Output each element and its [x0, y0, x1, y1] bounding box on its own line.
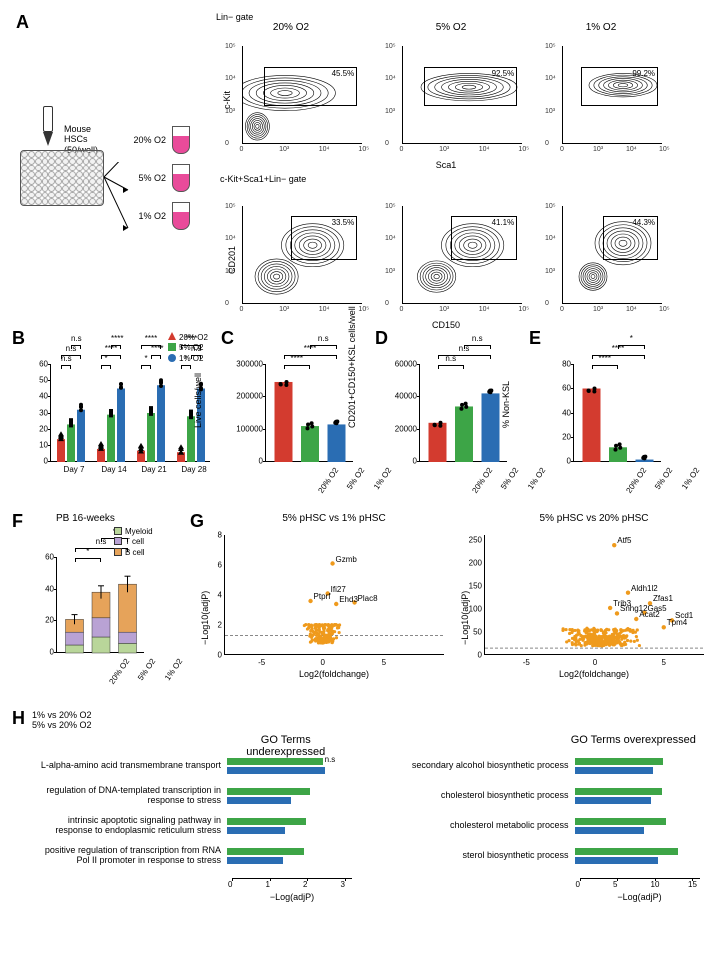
panel-H: H 1% vs 20% O25% vs 20% O2GO Terms under…: [16, 710, 697, 904]
panel-G-label: G: [190, 511, 204, 532]
x-axis-label: Log2(foldchange): [224, 669, 444, 679]
facs-plot: 45.5%0010³10³10⁴10⁴10⁵10⁵c-Kit: [216, 40, 366, 160]
tube-icon: [172, 126, 190, 154]
y-axis-label: −Log10(adjP): [200, 591, 210, 645]
go-term: intrinsic apoptotic signaling pathway in…: [32, 816, 227, 836]
facs-plot: 44.3%0010³10³10⁴10⁴10⁵10⁵: [536, 200, 666, 320]
volcano-plot: Atf5Aldh1l2Zfas1Trib3Snhg12Gas5Acat2Scd1…: [484, 535, 704, 655]
go-term: regulation of DNA-templated transcriptio…: [32, 786, 227, 806]
panel-A: A Mouse HSCs (50/well) 20% O25% O21%: [16, 12, 697, 312]
panel-C-label: C: [221, 328, 234, 349]
legend-item: T cell: [114, 537, 153, 547]
facs-col-header: 20% O2: [216, 22, 366, 33]
culture-tubes: 20% O2 5% O2 1% O2: [128, 126, 190, 240]
panel-G: G 5% pHSC vs 1% pHSCGzmbIfi27PtprfEhd3Pl…: [194, 513, 684, 688]
panel-C: C 010000020000030000020% O25% O21% O2***…: [225, 330, 365, 495]
wellplate-icon: [20, 150, 104, 206]
panel-E: E 02040608020% O25% O21% O2*********% No…: [533, 330, 673, 495]
go-term: cholesterol biosynthetic process: [380, 791, 575, 801]
go-chart: GO Terms overexpressed secondary alcohol …: [380, 734, 698, 904]
facs-col-header: 5% O2: [376, 22, 526, 33]
gene-label: Ifi27: [331, 585, 346, 594]
legend-item: 20% O2: [168, 332, 208, 343]
go-term: sterol biosynthetic process: [380, 851, 575, 861]
tube-label: 20% O2: [128, 135, 166, 145]
panel-B-label: B: [12, 328, 25, 349]
panel-D: D 020000400006000020% O25% O21% O2n.sn.s…: [379, 330, 519, 495]
volcano-plot: GzmbIfi27PtprfEhd3Plac8-50502468: [224, 535, 444, 655]
legend-item: 1% vs 20% O2: [32, 710, 697, 720]
legend-item: Myeloid: [114, 527, 153, 537]
facs-plot: 99.2%0010³10³10⁴10⁴10⁵10⁵: [536, 40, 666, 160]
facs-plot: 41.1%0010³10³10⁴10⁴10⁵10⁵: [376, 200, 526, 320]
legend-item: B cell: [114, 548, 153, 558]
panel-H-label: H: [12, 708, 25, 729]
tube-icon: [172, 164, 190, 192]
facs-plot: 92.5%0010³10³10⁴10⁴10⁵10⁵: [376, 40, 526, 160]
gene-label: Plac8: [358, 594, 378, 603]
go-chart-title: GO Terms overexpressed: [570, 734, 698, 746]
go-term: cholesterol metabolic process: [380, 821, 575, 831]
figure: A Mouse HSCs (50/well) 20% O25% O21%: [0, 0, 713, 916]
experiment-schematic: Mouse HSCs (50/well) 20% O25% O21% O2: [16, 102, 196, 282]
row1-gate-title: Lin− gate: [216, 12, 253, 22]
gene-label: Acat2: [639, 610, 659, 619]
gene-label: Gzmb: [336, 555, 357, 564]
tube-label: 1% O2: [128, 211, 166, 221]
legend-item: 1% O2: [168, 354, 208, 364]
panel-F-label: F: [12, 511, 23, 532]
legend-item: 5% vs 20% O2: [32, 720, 697, 730]
facs-plot: 33.5%0010³10³10⁴10⁴10⁵10⁵CD201: [216, 200, 366, 320]
gene-label: Ptprf: [314, 592, 331, 601]
y-axis-label: −Log10(adjP): [460, 591, 470, 645]
volcano-title: 5% pHSC vs 20% pHSC: [484, 513, 704, 524]
gene-label: Aldh1l2: [631, 584, 658, 593]
panel-D-label: D: [375, 328, 388, 349]
facs-col-header: 1% O2: [536, 22, 666, 33]
legend-item: 5% O2: [168, 343, 208, 353]
facs-plots: 20% O2 5% O2 1% O2 45.5%0010³10³10⁴10⁴10⁵10…: [216, 22, 676, 344]
volcano-title: 5% pHSC vs 1% pHSC: [224, 513, 444, 524]
go-term: L-alpha-amino acid transmembrane transpo…: [32, 761, 227, 771]
go-term: positive regulation of transcription fro…: [32, 846, 227, 866]
gene-label: Tpm4: [667, 618, 687, 627]
panel-B: B 0102030405060Day 7n.sn.sn.sDay 14*****…: [16, 330, 211, 495]
panel-F-title: PB 16-weeks: [56, 513, 115, 524]
x-axis-label: −Log(adjP): [232, 892, 352, 902]
gene-label: Ehd3: [339, 595, 358, 604]
go-chart: GO Terms underexpressedL-alpha-amino aci…: [32, 734, 350, 904]
gene-label: Atf5: [617, 536, 631, 545]
gene-label: Zfas1: [653, 594, 673, 603]
pipette-icon: [42, 106, 54, 150]
tube-icon: [172, 202, 190, 230]
panel-F: F PB 16-weeks020406020% O25% O21% O2*n.s…: [16, 513, 176, 688]
panel-E-label: E: [529, 328, 541, 349]
x-axis-label: −Log(adjP): [580, 892, 700, 902]
go-term: secondary alcohol biosynthetic process: [380, 761, 575, 771]
tube-label: 5% O2: [128, 173, 166, 183]
panel-A-label: A: [16, 12, 29, 33]
x-axis-label: Log2(foldchange): [484, 669, 704, 679]
